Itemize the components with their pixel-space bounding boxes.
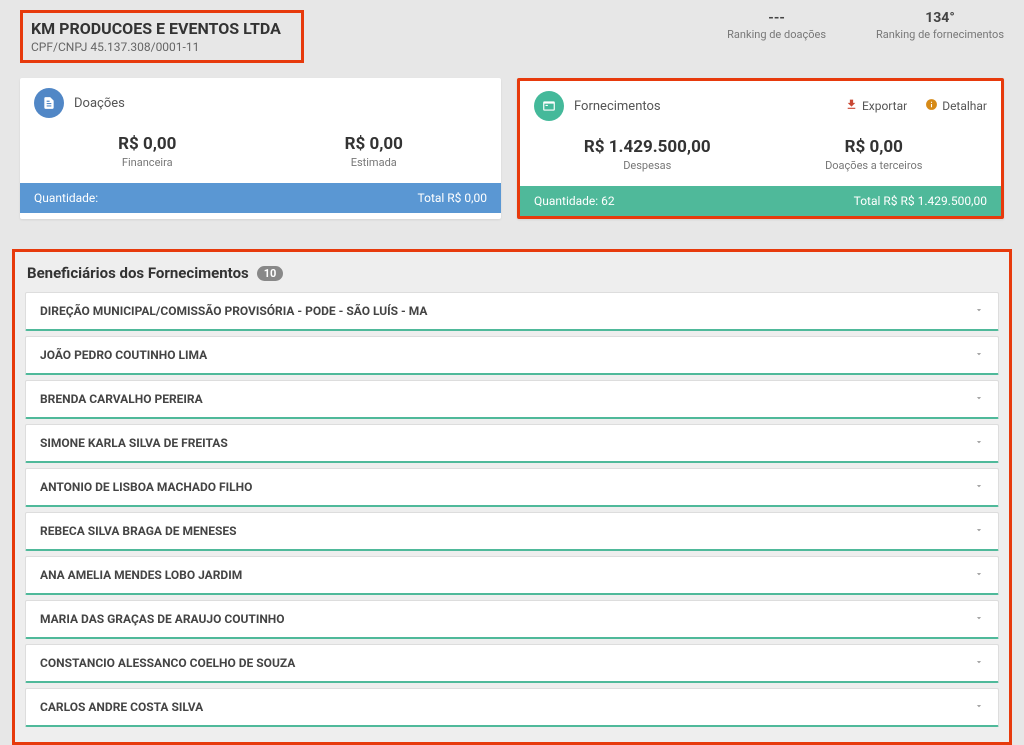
fornecimentos-footer: Quantidade: 62 Total R$ R$ 1.429.500,00 <box>520 186 1001 216</box>
beneficiary-row[interactable]: CARLOS ANDRE COSTA SILVA <box>25 688 999 727</box>
doacoes-estimated-value: R$ 0,00 <box>261 134 488 154</box>
beneficiary-name: ANA AMELIA MENDES LOBO JARDIM <box>40 568 242 582</box>
chevron-down-icon <box>974 349 984 362</box>
beneficiary-row[interactable]: DIREÇÃO MUNICIPAL/COMISSÃO PROVISÓRIA - … <box>25 292 999 331</box>
chevron-down-icon <box>974 613 984 626</box>
fornecimentos-expenses-label: Despesas <box>534 159 761 172</box>
beneficiary-name: JOÃO PEDRO COUTINHO LIMA <box>40 348 207 362</box>
ranking-donation: --- Ranking de doações <box>727 10 826 41</box>
ranking-supply-value: 134° <box>876 10 1004 26</box>
chevron-down-icon <box>974 305 984 318</box>
fornecimentos-card: Fornecimentos Exportar Detalhar <box>517 78 1004 219</box>
rankings: --- Ranking de doações 134° Ranking de f… <box>727 10 1004 41</box>
chevron-down-icon <box>974 701 984 714</box>
beneficiary-name: BRENDA CARVALHO PEREIRA <box>40 392 203 406</box>
ranking-supply-label: Ranking de fornecimentos <box>876 28 1004 41</box>
doacoes-estimated: R$ 0,00 Estimada <box>261 134 488 169</box>
beneficiary-name: ANTONIO DE LISBOA MACHADO FILHO <box>40 480 252 494</box>
ranking-donation-value: --- <box>727 10 826 26</box>
doacoes-footer: Quantidade: Total R$ 0,00 <box>20 183 501 213</box>
detail-label: Detalhar <box>942 99 987 113</box>
beneficiary-row[interactable]: ANTONIO DE LISBOA MACHADO FILHO <box>25 468 999 507</box>
beneficiary-name: CARLOS ANDRE COSTA SILVA <box>40 700 203 714</box>
beneficiaries-section: Beneficiários dos Fornecimentos 10 DIREÇ… <box>12 249 1012 745</box>
doacoes-footer-total: Total R$ 0,00 <box>418 191 487 205</box>
fornecimentos-header: Fornecimentos Exportar Detalhar <box>520 81 1001 131</box>
company-name: KM PRODUCOES E EVENTOS LTDA <box>31 19 281 38</box>
fornecimentos-icon <box>534 91 564 121</box>
export-icon <box>845 98 858 115</box>
chevron-down-icon <box>974 569 984 582</box>
beneficiary-name: MARIA DAS GRAÇAS DE ARAUJO COUTINHO <box>40 612 285 626</box>
chevron-down-icon <box>974 437 984 450</box>
fornecimentos-thirdparty: R$ 0,00 Doações a terceiros <box>761 137 988 172</box>
fornecimentos-expenses-value: R$ 1.429.500,00 <box>534 137 761 157</box>
doacoes-icon <box>34 88 64 118</box>
beneficiary-row[interactable]: REBECA SILVA BRAGA DE MENESES <box>25 512 999 551</box>
beneficiary-name: CONSTANCIO ALESSANCO COELHO DE SOUZA <box>40 656 295 670</box>
beneficiary-row[interactable]: BRENDA CARVALHO PEREIRA <box>25 380 999 419</box>
beneficiary-row[interactable]: SIMONE KARLA SILVA DE FREITAS <box>25 424 999 463</box>
fornecimentos-footer-total: Total R$ R$ 1.429.500,00 <box>854 194 987 208</box>
export-label: Exportar <box>862 99 907 113</box>
header-section: KM PRODUCOES E EVENTOS LTDA CPF/CNPJ 45.… <box>0 0 1024 68</box>
fornecimentos-thirdparty-label: Doações a terceiros <box>761 159 988 172</box>
export-button[interactable]: Exportar <box>845 98 907 115</box>
detail-button[interactable]: Detalhar <box>925 98 987 115</box>
fornecimentos-footer-qty: Quantidade: 62 <box>534 194 615 208</box>
doacoes-card: Doações R$ 0,00 Financeira R$ 0,00 Estim… <box>20 78 501 219</box>
beneficiary-row[interactable]: JOÃO PEDRO COUTINHO LIMA <box>25 336 999 375</box>
detail-icon <box>925 98 938 115</box>
beneficiary-row[interactable]: MARIA DAS GRAÇAS DE ARAUJO COUTINHO <box>25 600 999 639</box>
chevron-down-icon <box>974 657 984 670</box>
ranking-supply: 134° Ranking de fornecimentos <box>876 10 1004 41</box>
company-info-box: KM PRODUCOES E EVENTOS LTDA CPF/CNPJ 45.… <box>20 10 304 63</box>
doacoes-financial-label: Financeira <box>34 156 261 169</box>
fornecimentos-title: Fornecimentos <box>574 99 661 114</box>
beneficiary-row[interactable]: ANA AMELIA MENDES LOBO JARDIM <box>25 556 999 595</box>
beneficiary-name: SIMONE KARLA SILVA DE FREITAS <box>40 436 228 450</box>
chevron-down-icon <box>974 393 984 406</box>
cards-row: Doações R$ 0,00 Financeira R$ 0,00 Estim… <box>0 68 1024 229</box>
doacoes-header: Doações <box>20 78 501 128</box>
doacoes-financial-value: R$ 0,00 <box>34 134 261 154</box>
fornecimentos-thirdparty-value: R$ 0,00 <box>761 137 988 157</box>
fornecimentos-expenses: R$ 1.429.500,00 Despesas <box>534 137 761 172</box>
doacoes-estimated-label: Estimada <box>261 156 488 169</box>
beneficiary-name: REBECA SILVA BRAGA DE MENESES <box>40 524 237 538</box>
beneficiary-row[interactable]: CONSTANCIO ALESSANCO COELHO DE SOUZA <box>25 644 999 683</box>
doacoes-footer-qty: Quantidade: <box>34 191 98 205</box>
beneficiaries-count-badge: 10 <box>257 266 284 281</box>
beneficiaries-list: DIREÇÃO MUNICIPAL/COMISSÃO PROVISÓRIA - … <box>25 292 999 727</box>
chevron-down-icon <box>974 481 984 494</box>
beneficiaries-title: Beneficiários dos Fornecimentos <box>27 264 249 282</box>
beneficiary-name: DIREÇÃO MUNICIPAL/COMISSÃO PROVISÓRIA - … <box>40 304 427 318</box>
beneficiaries-header: Beneficiários dos Fornecimentos 10 <box>25 260 999 292</box>
chevron-down-icon <box>974 525 984 538</box>
doacoes-title: Doações <box>74 96 125 111</box>
doacoes-financial: R$ 0,00 Financeira <box>34 134 261 169</box>
ranking-donation-label: Ranking de doações <box>727 28 826 41</box>
company-id: CPF/CNPJ 45.137.308/0001-11 <box>31 40 281 54</box>
